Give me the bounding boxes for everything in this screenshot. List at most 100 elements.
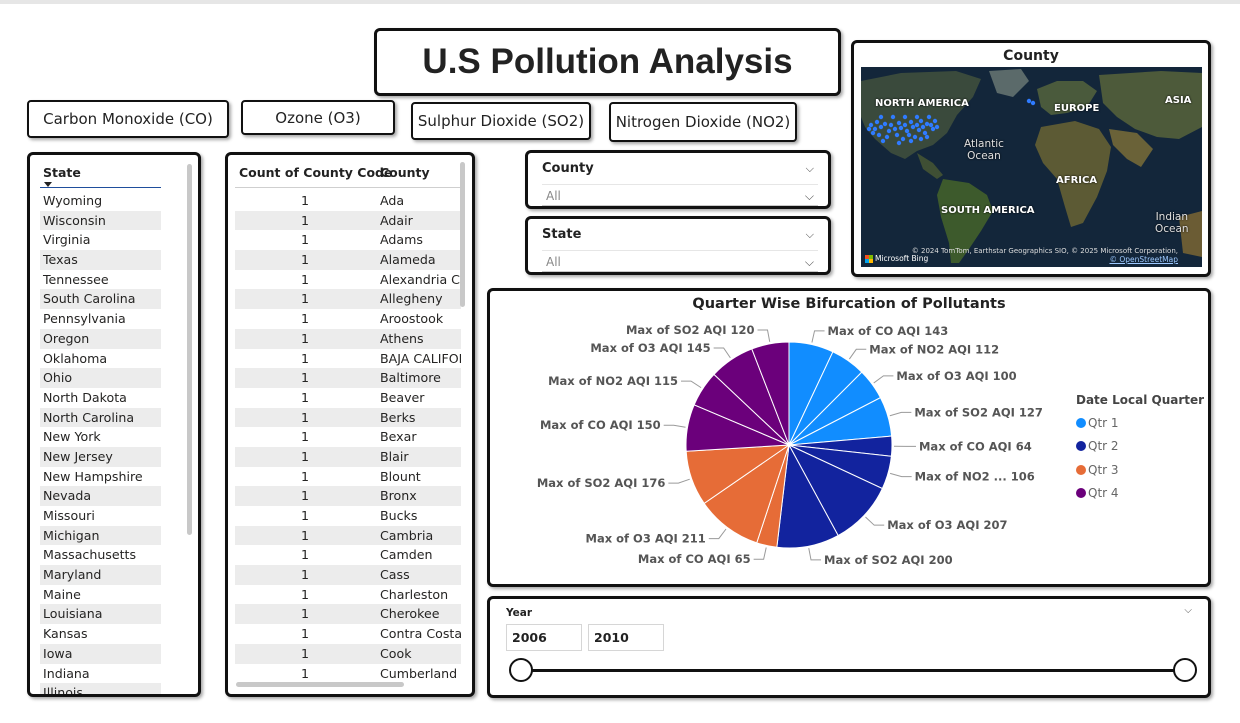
- county-point[interactable]: [932, 118, 938, 124]
- year-to-input[interactable]: 2010: [588, 624, 664, 651]
- legend-item[interactable]: Qtr 3: [1076, 458, 1204, 482]
- county-point[interactable]: [928, 122, 934, 128]
- county-point[interactable]: [882, 121, 888, 127]
- table-row[interactable]: 1 Cass: [235, 565, 461, 585]
- county-point[interactable]: [902, 122, 908, 128]
- table-row[interactable]: 1 Blair: [235, 446, 461, 467]
- table-row[interactable]: Nevada: [40, 486, 161, 506]
- county-point[interactable]: [894, 132, 900, 138]
- county-column-header[interactable]: County: [380, 165, 430, 180]
- county-point[interactable]: [926, 114, 932, 120]
- table-row[interactable]: Louisiana: [40, 604, 161, 625]
- county-point[interactable]: [930, 126, 936, 132]
- table-row[interactable]: Michigan: [40, 525, 161, 546]
- county-point[interactable]: [918, 118, 924, 124]
- world-map[interactable]: NORTH AMERICA EUROPE ASIA Atlantic Ocean…: [861, 67, 1202, 267]
- table-row[interactable]: Pennsylvania: [43, 311, 126, 327]
- county-point[interactable]: [872, 126, 878, 132]
- county-point[interactable]: [880, 138, 886, 144]
- county-point[interactable]: [924, 121, 930, 127]
- table-row[interactable]: 1 Athens: [235, 328, 461, 349]
- table-row[interactable]: Tennessee: [43, 271, 109, 287]
- table-row[interactable]: 1 Bucks: [235, 506, 461, 526]
- pie-chart[interactable]: Max of CO AQI 143 Max of NO2 AQI 112 Max o…: [490, 291, 1208, 584]
- county-point[interactable]: [908, 119, 914, 125]
- table-row[interactable]: Wisconsin: [40, 210, 161, 231]
- county-point[interactable]: [886, 128, 892, 134]
- county-point[interactable]: [868, 122, 874, 128]
- pie-slice[interactable]: [751, 341, 790, 446]
- nitrogen-dioxide-button[interactable]: Nitrogen Dioxide (NO2): [609, 102, 797, 142]
- table-row[interactable]: Virginia: [43, 232, 91, 248]
- table-row[interactable]: 1 BAJA CALIFORNIA: [235, 349, 461, 369]
- table-row[interactable]: Maryland: [40, 565, 161, 585]
- county-point[interactable]: [1026, 98, 1032, 104]
- chevron-down-icon[interactable]: ⌵: [805, 162, 814, 175]
- table-row[interactable]: 1 Camden: [235, 545, 461, 565]
- county-point[interactable]: [888, 122, 894, 128]
- county-point[interactable]: [900, 136, 906, 142]
- chevron-down-icon[interactable]: ⌵: [805, 228, 814, 241]
- county-point[interactable]: [922, 130, 928, 136]
- table-row[interactable]: Kansas: [43, 626, 88, 642]
- county-point[interactable]: [884, 134, 890, 140]
- county-point[interactable]: [892, 126, 898, 132]
- carbon-monoxide-button[interactable]: Carbon Monoxide (CO): [27, 100, 229, 138]
- state-column-header[interactable]: State: [43, 165, 81, 187]
- year-slider-start-handle[interactable]: [509, 658, 533, 682]
- vertical-scrollbar[interactable]: [460, 162, 465, 307]
- table-row[interactable]: 1 Alexandria City: [235, 270, 461, 290]
- vertical-scrollbar[interactable]: [187, 164, 192, 535]
- table-row[interactable]: 1 Cook: [235, 643, 461, 664]
- table-row[interactable]: Missouri: [43, 508, 95, 523]
- county-point[interactable]: [878, 114, 884, 120]
- legend-item[interactable]: Qtr 1: [1076, 411, 1204, 435]
- table-row[interactable]: Maine: [43, 586, 81, 602]
- table-row[interactable]: Massachusetts: [43, 547, 137, 563]
- county-point[interactable]: [914, 114, 920, 120]
- table-row[interactable]: New York: [43, 429, 101, 445]
- table-row[interactable]: 1 Bronx: [235, 486, 461, 506]
- county-point[interactable]: [1030, 100, 1036, 106]
- ozone-button[interactable]: Ozone (O3): [241, 100, 395, 135]
- table-row[interactable]: 1 Allegheny: [235, 289, 461, 310]
- state-dropdown[interactable]: All ⌵: [542, 250, 818, 272]
- table-row[interactable]: 1 Cumberland: [235, 664, 461, 684]
- county-point[interactable]: [890, 114, 896, 120]
- table-row[interactable]: New Hampshire: [43, 468, 143, 484]
- table-row[interactable]: 1 Ada: [235, 191, 461, 211]
- table-row[interactable]: 1 Charleston: [235, 585, 461, 605]
- table-row[interactable]: New Jersey: [40, 446, 161, 467]
- sulphur-dioxide-button[interactable]: Sulphur Dioxide (SO2): [411, 102, 591, 140]
- county-point[interactable]: [910, 124, 916, 130]
- table-row[interactable]: 1 Alameda: [235, 250, 461, 270]
- table-row[interactable]: South Carolina: [40, 289, 161, 310]
- county-point[interactable]: [870, 130, 876, 136]
- table-row[interactable]: North Carolina: [40, 407, 161, 428]
- table-row[interactable]: 1 Beaver: [235, 388, 461, 408]
- table-row[interactable]: 1 Aroostook: [235, 309, 461, 329]
- table-row[interactable]: 1 Contra Costa: [235, 624, 461, 644]
- county-point[interactable]: [896, 120, 902, 126]
- year-from-input[interactable]: 2006: [506, 624, 582, 651]
- county-point[interactable]: [874, 119, 880, 125]
- county-point[interactable]: [914, 122, 920, 128]
- county-points[interactable]: [866, 98, 1036, 146]
- legend-item[interactable]: Qtr 4: [1076, 482, 1204, 506]
- table-row[interactable]: Iowa: [40, 643, 161, 664]
- county-point[interactable]: [898, 125, 904, 131]
- year-slider-end-handle[interactable]: [1173, 658, 1197, 682]
- table-row[interactable]: North Dakota: [43, 389, 127, 405]
- county-point[interactable]: [912, 134, 918, 140]
- table-row[interactable]: Oregon: [40, 328, 161, 349]
- year-slider-track[interactable]: [520, 669, 1186, 672]
- county-point[interactable]: [924, 134, 930, 140]
- openstreetmap-link[interactable]: © OpenStreetMap: [1109, 255, 1178, 264]
- horizontal-scrollbar[interactable]: [236, 682, 404, 687]
- table-row[interactable]: Indiana: [43, 665, 90, 681]
- county-point[interactable]: [934, 124, 940, 130]
- county-point[interactable]: [918, 136, 924, 142]
- county-dropdown[interactable]: All ⌵: [542, 184, 818, 206]
- table-row[interactable]: Ohio: [40, 368, 161, 388]
- chevron-down-icon[interactable]: ⌵: [1184, 605, 1192, 616]
